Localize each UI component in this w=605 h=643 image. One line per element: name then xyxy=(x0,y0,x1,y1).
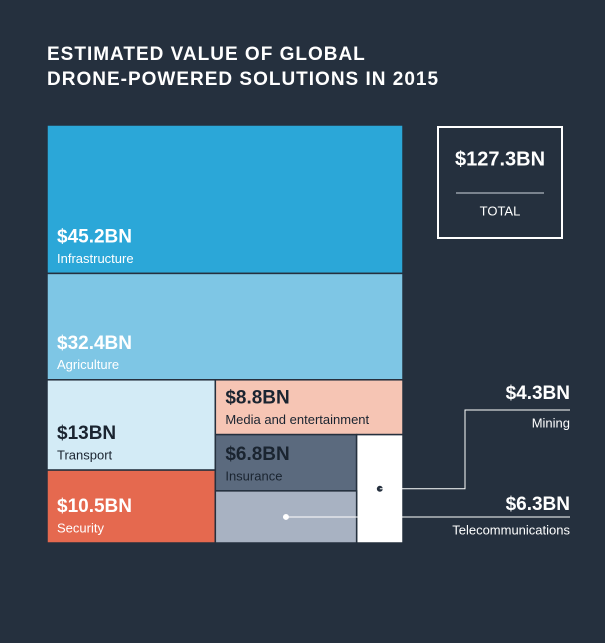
category-label: Agriculture xyxy=(57,357,119,372)
treemap-cell xyxy=(46,272,404,381)
value-label: $45.2BN xyxy=(57,226,132,247)
category-label: Telecommunications xyxy=(452,522,570,537)
category-label: Transport xyxy=(57,448,113,463)
category-label: Mining xyxy=(532,415,570,430)
value-label: $4.3BN xyxy=(506,383,570,404)
total-value: $127.3BN xyxy=(455,148,545,170)
value-label: $10.5BN xyxy=(57,496,132,517)
category-label: Infrastructure xyxy=(57,251,134,266)
leader-line xyxy=(379,409,570,490)
value-label: $32.4BN xyxy=(57,333,132,354)
chart-title: ESTIMATED VALUE OF GLOBAL xyxy=(47,44,366,65)
value-label: $8.8BN xyxy=(225,388,289,409)
treemap-cell xyxy=(46,379,217,471)
value-label: $6.8BN xyxy=(225,444,289,465)
category-label: Insurance xyxy=(225,468,282,483)
category-label: Security xyxy=(57,520,104,535)
value-label: $6.3BN xyxy=(506,494,570,515)
total-caption: TOTAL xyxy=(480,203,521,218)
total-box xyxy=(437,126,563,239)
category-label: Media and entertainment xyxy=(225,412,369,427)
chart-title: DRONE-POWERED SOLUTIONS IN 2015 xyxy=(47,69,439,90)
value-label: $13BN xyxy=(57,423,116,444)
treemap-cell xyxy=(46,124,404,275)
treemap-cell xyxy=(46,469,217,544)
